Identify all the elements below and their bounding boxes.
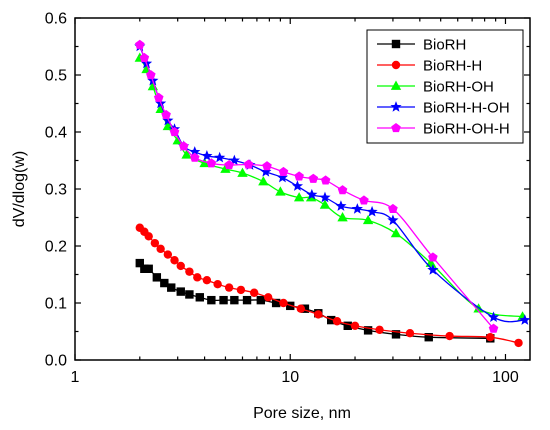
data-point: [177, 262, 185, 270]
data-point: [375, 326, 383, 334]
data-point: [314, 310, 322, 318]
data-point: [237, 286, 245, 294]
legend-label: BioRH-H-OH: [423, 100, 510, 117]
data-point: [170, 256, 178, 264]
data-point: [387, 214, 398, 225]
data-point: [145, 265, 153, 273]
data-point: [388, 204, 398, 213]
y-axis-label: dV/dlog(w): [11, 151, 28, 227]
data-point: [279, 167, 289, 176]
legend-marker: [392, 40, 400, 48]
legend: BioRH BioRH-H BioRH-OH BioRH-H-OH BioRH-OH-H: [367, 30, 523, 143]
x-tick-label: 100: [492, 369, 519, 386]
data-point: [225, 283, 233, 291]
x-axis-label: Pore size, nm: [253, 405, 351, 422]
data-point: [406, 329, 414, 337]
data-point: [153, 273, 161, 281]
data-point: [258, 176, 268, 185]
data-point: [257, 296, 265, 304]
data-point: [275, 186, 285, 195]
data-point: [279, 299, 287, 307]
data-point: [320, 200, 330, 209]
y-tick-label: 0.4: [45, 125, 67, 142]
data-point: [366, 206, 377, 217]
x-tick-label: 10: [281, 369, 299, 386]
data-point: [262, 161, 272, 170]
data-point: [140, 53, 150, 62]
y-tick-label: 0.2: [45, 239, 67, 256]
data-point: [230, 296, 238, 304]
data-point: [514, 339, 522, 347]
y-tick-label: 0.1: [45, 296, 67, 313]
data-point: [352, 203, 363, 214]
data-point: [294, 171, 304, 180]
data-point: [156, 245, 164, 253]
y-tick-label: 0.5: [45, 68, 67, 85]
data-point: [445, 332, 453, 340]
data-point: [207, 296, 215, 304]
data-point: [486, 333, 494, 341]
data-point: [244, 159, 254, 168]
data-point: [219, 296, 227, 304]
data-point: [391, 228, 401, 237]
legend-label: BioRH: [423, 37, 466, 54]
legend-label: BioRH-OH: [423, 79, 494, 96]
data-point: [213, 280, 221, 288]
y-tick-label: 0.6: [45, 11, 67, 28]
data-point: [185, 267, 193, 275]
data-point: [190, 153, 200, 162]
data-point: [250, 289, 258, 297]
data-point: [338, 185, 348, 194]
legend-marker: [392, 61, 400, 69]
data-point: [264, 293, 272, 301]
data-point: [203, 276, 211, 284]
data-point: [351, 322, 359, 330]
legend-label: BioRH-H: [423, 58, 482, 75]
data-point: [167, 283, 175, 291]
data-point: [297, 305, 305, 313]
data-point: [135, 40, 145, 49]
data-point: [196, 293, 204, 301]
x-tick-label: 1: [71, 369, 80, 386]
legend-label: BioRH-OH-H: [423, 121, 510, 138]
y-tick-label: 0.0: [45, 353, 67, 370]
data-point: [337, 212, 347, 221]
data-point: [309, 174, 319, 183]
data-point: [164, 250, 172, 258]
data-point: [333, 317, 341, 325]
data-point: [145, 232, 153, 240]
y-tick-label: 0.3: [45, 182, 67, 199]
series-line: [140, 228, 519, 343]
data-point: [335, 200, 346, 211]
data-point: [177, 287, 185, 295]
data-point: [193, 273, 201, 281]
data-point: [214, 152, 225, 163]
data-point: [185, 290, 193, 298]
data-point: [243, 296, 251, 304]
data-point: [321, 175, 331, 184]
data-point: [207, 158, 217, 167]
series-biorh-h: [136, 224, 523, 348]
data-point: [359, 195, 369, 204]
